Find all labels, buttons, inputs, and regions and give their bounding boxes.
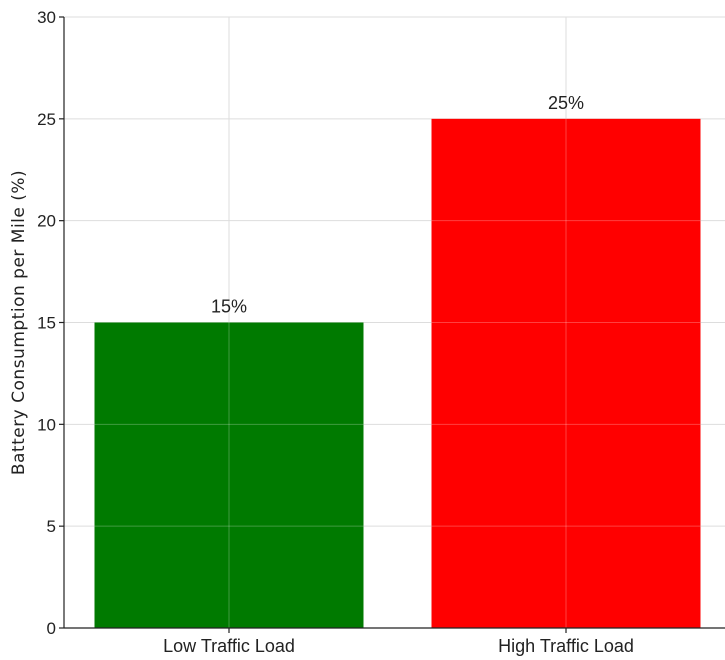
x-tick-label: Low Traffic Load xyxy=(163,636,295,656)
bar-low-traffic-load xyxy=(94,322,364,628)
bar-high-traffic-load xyxy=(431,118,701,628)
y-tick-label: 5 xyxy=(47,517,56,536)
axes xyxy=(59,16,725,633)
y-axis-title: Battery Consumption per Mile (%) xyxy=(9,170,29,475)
y-tick-label: 0 xyxy=(47,619,56,638)
y-tick-label: 15 xyxy=(37,314,56,333)
data-label: 25% xyxy=(548,93,584,113)
y-tick-label: 20 xyxy=(37,212,56,231)
y-tick-label: 10 xyxy=(37,415,56,434)
x-tick-label: High Traffic Load xyxy=(498,636,634,656)
bars xyxy=(94,118,701,628)
data-label: 15% xyxy=(211,297,247,317)
labels: 0 5 10 15 20 25 30 15% Low Traffic Load 25% High T… xyxy=(37,8,634,656)
y-tick-label: 30 xyxy=(37,8,56,27)
y-tick-label: 25 xyxy=(37,110,56,129)
